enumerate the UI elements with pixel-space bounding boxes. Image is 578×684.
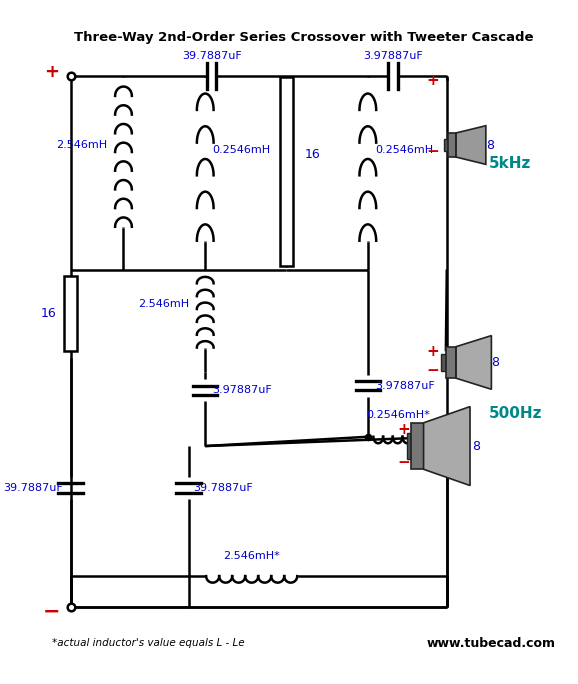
- Text: +: +: [45, 63, 60, 81]
- Text: Three-Way 2nd-Order Series Crossover with Tweeter Cascade: Three-Way 2nd-Order Series Crossover wit…: [74, 31, 533, 44]
- Text: 0.2546mH*: 0.2546mH*: [366, 410, 430, 420]
- Text: +: +: [427, 73, 439, 88]
- Text: *actual inductor's value equals L - Le: *actual inductor's value equals L - Le: [52, 638, 244, 648]
- Bar: [446, 347, 456, 378]
- Polygon shape: [456, 336, 491, 389]
- Text: +: +: [398, 422, 410, 437]
- Text: 8: 8: [491, 356, 499, 369]
- Text: 39.7887uF: 39.7887uF: [3, 483, 63, 493]
- Text: 3.97887uF: 3.97887uF: [375, 381, 435, 391]
- Bar: [412, 423, 424, 469]
- Text: −: −: [43, 601, 61, 622]
- Text: 2.546mH*: 2.546mH*: [223, 551, 280, 562]
- Bar: [280, 77, 292, 266]
- Polygon shape: [424, 406, 470, 486]
- Polygon shape: [456, 126, 486, 164]
- Text: 39.7887uF: 39.7887uF: [193, 483, 253, 493]
- Text: 3.97887uF: 3.97887uF: [213, 385, 272, 395]
- Bar: [448, 133, 456, 157]
- Text: 8: 8: [486, 139, 494, 152]
- Text: 8: 8: [472, 440, 480, 453]
- Text: 2.546mH: 2.546mH: [138, 300, 189, 309]
- Bar: [441, 354, 446, 371]
- Text: −: −: [427, 144, 439, 159]
- Bar: [64, 276, 77, 351]
- Bar: [444, 139, 448, 151]
- Text: 0.2546mH: 0.2546mH: [213, 145, 271, 155]
- Text: 0.2546mH: 0.2546mH: [375, 145, 434, 155]
- Text: +: +: [427, 344, 439, 359]
- Text: 16: 16: [40, 307, 56, 320]
- Bar: [407, 433, 412, 459]
- Text: 16: 16: [305, 148, 320, 161]
- Text: 5kHz: 5kHz: [488, 156, 531, 171]
- Text: 500Hz: 500Hz: [488, 406, 542, 421]
- Text: 2.546mH: 2.546mH: [56, 140, 108, 150]
- Text: www.tubecad.com: www.tubecad.com: [427, 637, 555, 650]
- Text: 3.97887uF: 3.97887uF: [363, 51, 423, 62]
- Text: 39.7887uF: 39.7887uF: [182, 51, 242, 62]
- Text: −: −: [398, 456, 410, 471]
- Text: −: −: [427, 363, 439, 378]
